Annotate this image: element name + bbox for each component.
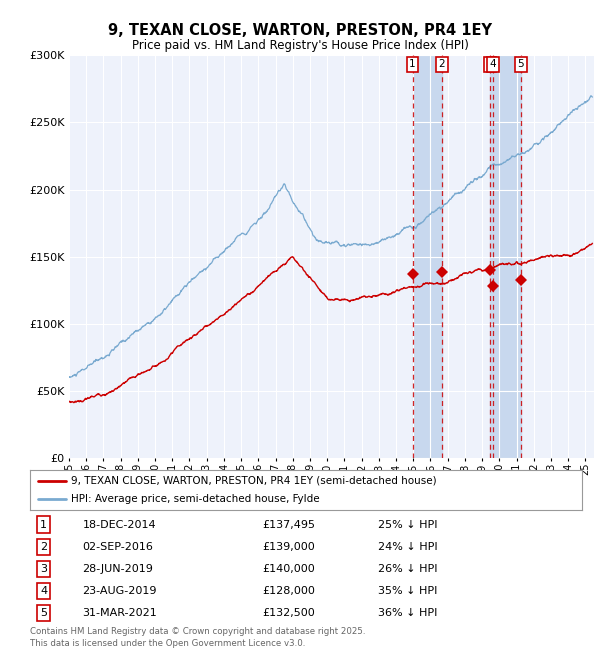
Text: 24% ↓ HPI: 24% ↓ HPI (378, 541, 437, 552)
Text: 31-MAR-2021: 31-MAR-2021 (82, 608, 157, 618)
Text: 3: 3 (40, 564, 47, 574)
Text: 2: 2 (439, 59, 445, 70)
Text: 9, TEXAN CLOSE, WARTON, PRESTON, PR4 1EY: 9, TEXAN CLOSE, WARTON, PRESTON, PR4 1EY (108, 23, 492, 38)
Text: 3: 3 (487, 59, 494, 70)
Text: £128,000: £128,000 (262, 586, 315, 596)
Text: 5: 5 (518, 59, 524, 70)
Text: Contains HM Land Registry data © Crown copyright and database right 2025.
This d: Contains HM Land Registry data © Crown c… (30, 627, 365, 648)
Text: £137,495: £137,495 (262, 519, 315, 530)
Text: £132,500: £132,500 (262, 608, 314, 618)
Text: 36% ↓ HPI: 36% ↓ HPI (378, 608, 437, 618)
Text: 28-JUN-2019: 28-JUN-2019 (82, 564, 154, 574)
Text: 18-DEC-2014: 18-DEC-2014 (82, 519, 156, 530)
Bar (490, 55, 521, 458)
Text: HPI: Average price, semi-detached house, Fylde: HPI: Average price, semi-detached house,… (71, 495, 320, 504)
Text: 2: 2 (40, 541, 47, 552)
Text: 4: 4 (40, 586, 47, 596)
Text: Price paid vs. HM Land Registry's House Price Index (HPI): Price paid vs. HM Land Registry's House … (131, 39, 469, 52)
Text: 5: 5 (40, 608, 47, 618)
Text: 1: 1 (409, 59, 416, 70)
Text: 35% ↓ HPI: 35% ↓ HPI (378, 586, 437, 596)
Text: £140,000: £140,000 (262, 564, 314, 574)
Text: 02-SEP-2016: 02-SEP-2016 (82, 541, 154, 552)
Text: 25% ↓ HPI: 25% ↓ HPI (378, 519, 437, 530)
Text: 4: 4 (490, 59, 496, 70)
Text: 26% ↓ HPI: 26% ↓ HPI (378, 564, 437, 574)
Bar (413, 55, 442, 458)
Text: 1: 1 (40, 519, 47, 530)
Text: £139,000: £139,000 (262, 541, 314, 552)
Text: 9, TEXAN CLOSE, WARTON, PRESTON, PR4 1EY (semi-detached house): 9, TEXAN CLOSE, WARTON, PRESTON, PR4 1EY… (71, 476, 437, 486)
Text: 23-AUG-2019: 23-AUG-2019 (82, 586, 157, 596)
